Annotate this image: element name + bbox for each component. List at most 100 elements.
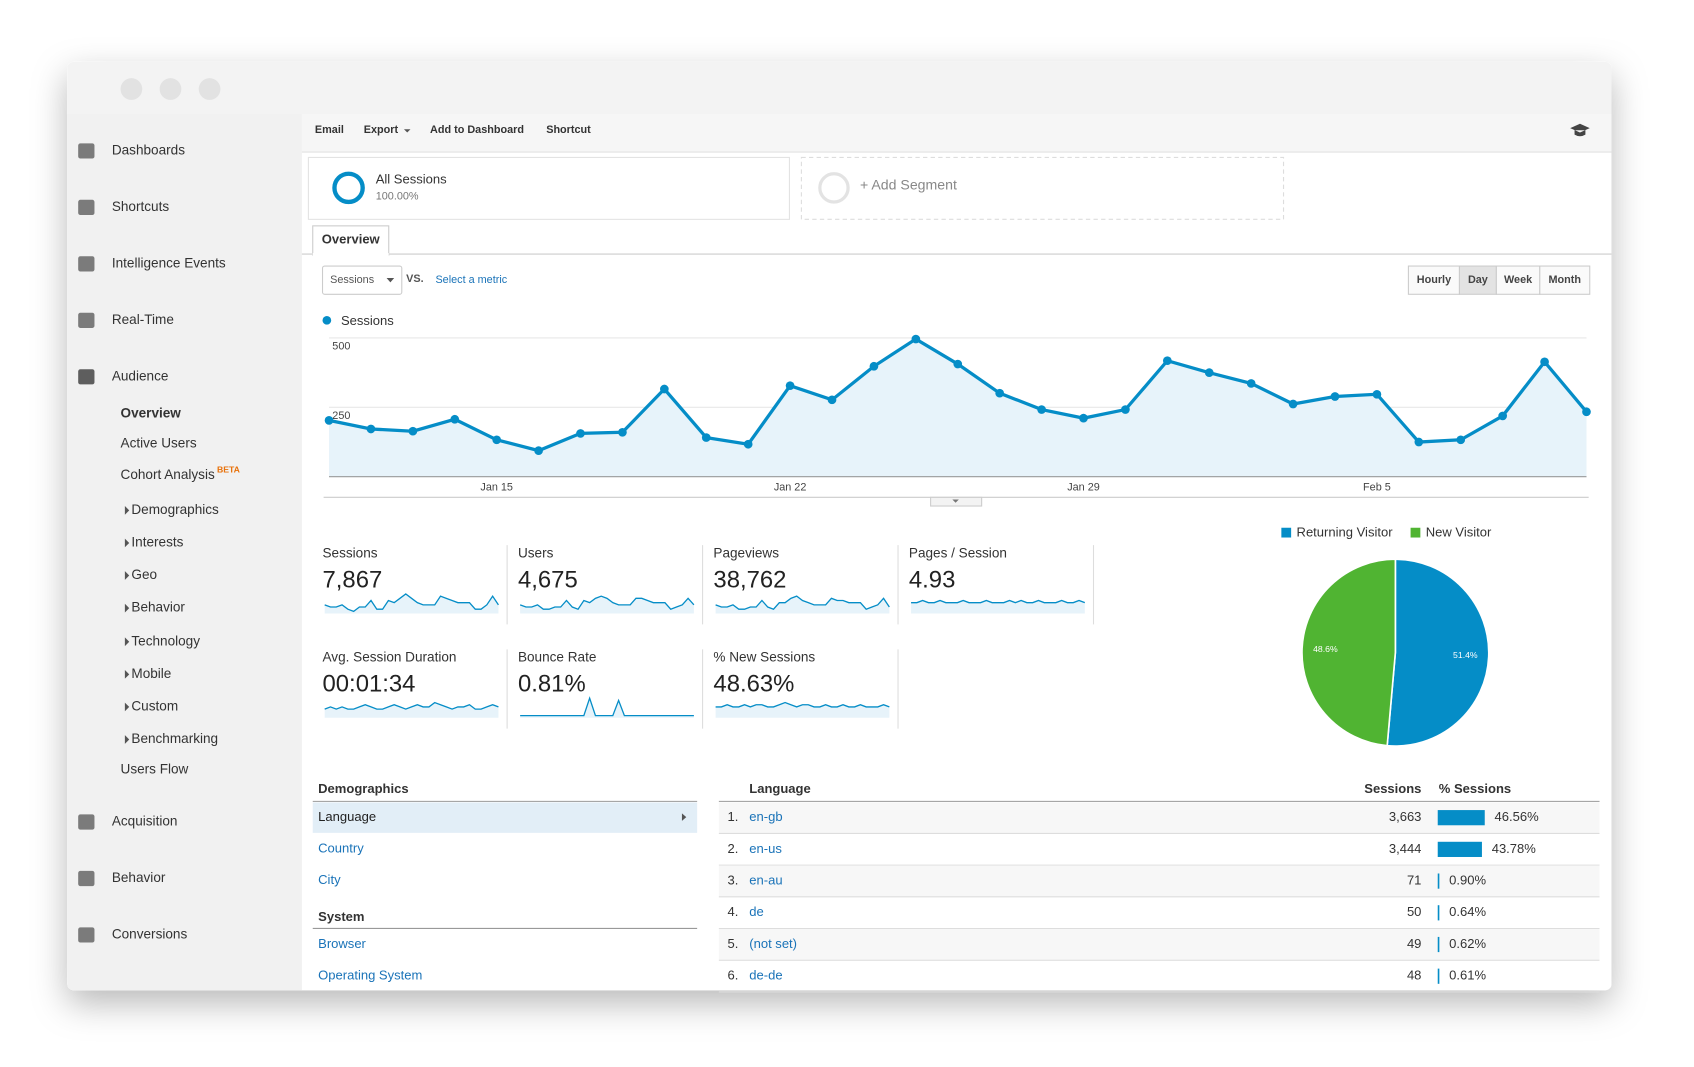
add-segment[interactable]: + Add Segment	[860, 176, 957, 192]
toolbar-action[interactable]: Export	[364, 124, 399, 136]
point[interactable]	[1121, 405, 1130, 414]
language-link[interactable]: en-gb	[749, 809, 782, 824]
nav-subitem[interactable]: Demographics	[131, 502, 219, 517]
legend-swatch	[1410, 527, 1421, 538]
nav-subitem[interactable]: Overview	[121, 405, 182, 420]
metric-label: Users	[518, 545, 554, 560]
point[interactable]	[869, 361, 879, 371]
nav-subitem[interactable]: Geo	[131, 567, 157, 582]
point[interactable]	[1037, 405, 1046, 414]
segment-box[interactable]	[307, 156, 790, 220]
interval-button[interactable]	[1495, 265, 1541, 295]
point[interactable]	[1204, 368, 1214, 377]
point[interactable]	[576, 429, 585, 438]
pie-slice[interactable]	[1301, 558, 1397, 747]
point[interactable]	[1414, 437, 1424, 447]
nav-subitem[interactable]: Custom	[131, 698, 178, 713]
point[interactable]	[324, 416, 334, 425]
row-bg	[718, 865, 1600, 898]
table-header: % Sessions	[1439, 781, 1511, 796]
interval-label[interactable]: Month	[1549, 274, 1582, 286]
toolbar	[301, 114, 1612, 153]
toolbar-action[interactable]: Email	[315, 124, 344, 136]
point[interactable]	[1288, 399, 1298, 409]
interval-button[interactable]	[1539, 265, 1591, 295]
select-metric[interactable]: Select a metric	[435, 274, 507, 286]
interval-label[interactable]: Hourly	[1417, 274, 1451, 286]
interval-button[interactable]	[1458, 265, 1497, 295]
nav-item[interactable]: Audience	[112, 368, 169, 383]
nav-item[interactable]: Conversions	[112, 927, 188, 942]
demographic-link[interactable]: Operating System	[318, 968, 422, 983]
nav-item[interactable]: Real-Time	[112, 312, 174, 327]
toolbar-action[interactable]: Shortcut	[546, 124, 591, 136]
demographic-link[interactable]: City	[318, 872, 341, 887]
language-link[interactable]: de	[749, 904, 763, 919]
language-link[interactable]: en-au	[749, 873, 782, 888]
nav-item[interactable]: Behavior	[112, 870, 166, 885]
point[interactable]	[1372, 389, 1382, 399]
interval-label[interactable]: Week	[1504, 274, 1533, 286]
nav-subitem[interactable]: Mobile	[131, 666, 171, 681]
interval-label[interactable]: Day	[1468, 274, 1488, 286]
nav-item[interactable]: Intelligence Events	[112, 255, 226, 270]
language-link[interactable]: en-us	[749, 841, 782, 856]
nav-item[interactable]: Dashboards	[112, 143, 185, 158]
y-tick-label: 500	[332, 341, 350, 353]
sessions: 48	[1407, 968, 1421, 983]
add-segment-box[interactable]	[800, 156, 1285, 220]
demographic-link[interactable]: Language	[318, 809, 376, 824]
point[interactable]	[1456, 435, 1466, 445]
demographic-link[interactable]: Country	[318, 841, 364, 856]
nav-subitem[interactable]: Behavior	[131, 600, 185, 615]
share-bar	[1437, 810, 1485, 826]
point[interactable]	[1330, 392, 1340, 401]
point[interactable]	[1162, 356, 1172, 366]
point[interactable]	[995, 388, 1005, 398]
point[interactable]	[911, 334, 921, 344]
metric-dropdown[interactable]	[321, 265, 403, 295]
share-label: 0.61%	[1449, 968, 1486, 983]
point[interactable]	[408, 426, 418, 436]
legend-label: New Visitor	[1426, 525, 1492, 540]
nav-item[interactable]: Acquisition	[112, 814, 178, 829]
metric-label: Pages / Session	[909, 545, 1007, 560]
nav-subitem[interactable]: Active Users	[121, 436, 197, 451]
point[interactable]	[1540, 357, 1549, 367]
point[interactable]	[1498, 411, 1508, 421]
point[interactable]	[785, 381, 795, 391]
tab-label[interactable]: Overview	[322, 231, 381, 246]
toolbar-action[interactable]: Add to Dashboard	[430, 124, 524, 136]
nav-subitem[interactable]: Users Flow	[121, 761, 189, 776]
point[interactable]	[1582, 407, 1591, 417]
sidebar	[67, 114, 302, 991]
point[interactable]	[953, 359, 963, 369]
demographic-link[interactable]: Browser	[318, 936, 366, 951]
language-link[interactable]: (not set)	[749, 936, 797, 951]
point[interactable]	[827, 395, 837, 405]
nav-subitem[interactable]: Technology	[131, 633, 200, 648]
point[interactable]	[1246, 379, 1256, 388]
table-header: Sessions	[1364, 781, 1421, 796]
nav-subitem[interactable]: Cohort Analysis	[121, 467, 215, 482]
metric-label[interactable]: Sessions	[330, 274, 375, 286]
expand-arrow	[124, 702, 130, 712]
metric-value: 4,675	[518, 566, 578, 593]
nav-subitem[interactable]: Interests	[131, 535, 183, 550]
point[interactable]	[1079, 413, 1088, 423]
pie-slice[interactable]	[1386, 558, 1490, 747]
point[interactable]	[743, 439, 753, 449]
point[interactable]	[492, 435, 502, 445]
point[interactable]	[618, 427, 627, 437]
language-link[interactable]: de-de	[749, 968, 782, 983]
point[interactable]	[701, 433, 711, 442]
point[interactable]	[450, 414, 460, 424]
point[interactable]	[534, 446, 543, 455]
tab[interactable]	[312, 225, 390, 256]
sparkline	[324, 701, 499, 710]
point[interactable]	[366, 424, 376, 434]
nav-item[interactable]: Shortcuts	[112, 199, 170, 214]
window-dot	[198, 78, 221, 100]
nav-subitem[interactable]: Benchmarking	[131, 731, 218, 746]
point[interactable]	[660, 384, 669, 394]
